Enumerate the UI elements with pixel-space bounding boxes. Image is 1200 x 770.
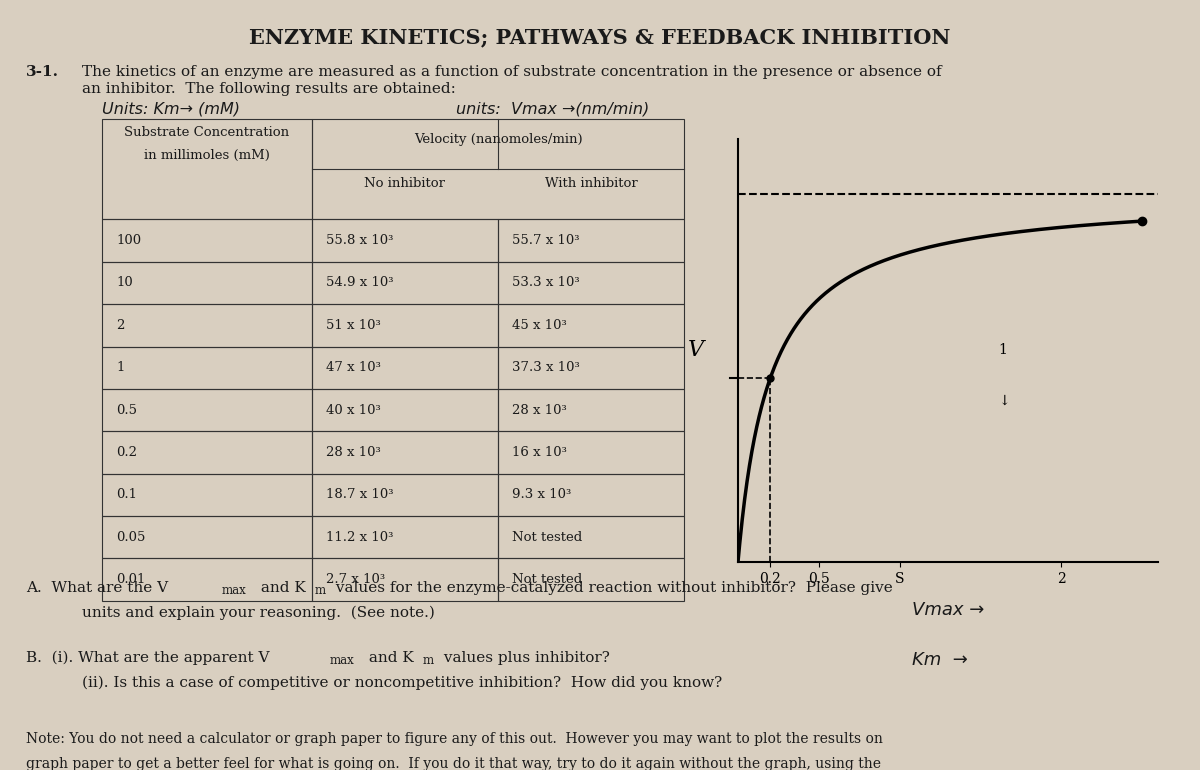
Text: values plus inhibitor?: values plus inhibitor?: [439, 651, 610, 665]
Bar: [312, 219, 498, 262]
Text: m: m: [314, 584, 325, 598]
Text: 47 x 10³: 47 x 10³: [326, 361, 382, 374]
Text: 0.1: 0.1: [116, 488, 138, 501]
Text: ↓: ↓: [998, 394, 1010, 408]
Text: 28 x 10³: 28 x 10³: [326, 446, 382, 459]
Bar: [498, 431, 684, 474]
Text: 45 x 10³: 45 x 10³: [512, 319, 568, 332]
Text: Substrate Concentration: Substrate Concentration: [125, 126, 289, 139]
Bar: [498, 304, 684, 346]
Text: units:  Vmax →(nm/min): units: Vmax →(nm/min): [456, 102, 649, 116]
Text: Not tested: Not tested: [512, 531, 583, 544]
Text: B.  (i). What are the apparent V: B. (i). What are the apparent V: [26, 651, 270, 665]
Text: No inhibitor: No inhibitor: [365, 177, 445, 190]
Text: A.  What are the V: A. What are the V: [26, 581, 168, 595]
Bar: [498, 346, 684, 389]
Bar: [312, 516, 498, 558]
Text: With inhibitor: With inhibitor: [545, 177, 637, 190]
Text: 0.2: 0.2: [116, 446, 138, 459]
Text: max: max: [222, 584, 247, 598]
Text: Not tested: Not tested: [512, 573, 583, 586]
Bar: [102, 262, 312, 304]
Text: 28 x 10³: 28 x 10³: [512, 403, 568, 417]
Text: 0.01: 0.01: [116, 573, 145, 586]
Text: and K: and K: [256, 581, 305, 595]
Text: The kinetics of an enzyme are measured as a function of substrate concentration : The kinetics of an enzyme are measured a…: [82, 65, 941, 79]
Text: ENZYME KINETICS; PATHWAYS & FEEDBACK INHIBITION: ENZYME KINETICS; PATHWAYS & FEEDBACK INH…: [250, 27, 950, 47]
Bar: [102, 219, 312, 262]
Text: 100: 100: [116, 234, 142, 247]
Text: Vmax →: Vmax →: [912, 601, 984, 618]
Text: (ii). Is this a case of competitive or noncompetitive inhibition?  How did you k: (ii). Is this a case of competitive or n…: [82, 676, 722, 691]
Bar: [102, 516, 312, 558]
Text: Km  →: Km →: [912, 651, 968, 668]
Text: Units: Km→ (mM): Units: Km→ (mM): [102, 102, 240, 116]
Text: an inhibitor.  The following results are obtained:: an inhibitor. The following results are …: [82, 82, 456, 96]
Text: 2.7 x 10³: 2.7 x 10³: [326, 573, 385, 586]
Text: Note: You do not need a calculator or graph paper to figure any of this out.  Ho: Note: You do not need a calculator or gr…: [26, 732, 883, 745]
Text: 10: 10: [116, 276, 133, 290]
Bar: [312, 119, 684, 219]
Text: 1: 1: [998, 343, 1007, 357]
Text: 0.05: 0.05: [116, 531, 145, 544]
Bar: [498, 389, 684, 431]
Text: 51 x 10³: 51 x 10³: [326, 319, 382, 332]
Bar: [312, 304, 498, 346]
Bar: [498, 262, 684, 304]
Bar: [102, 389, 312, 431]
Text: values for the enzyme-catalyzed reaction without inhibitor?  Please give: values for the enzyme-catalyzed reaction…: [331, 581, 893, 595]
Bar: [312, 262, 498, 304]
Text: 11.2 x 10³: 11.2 x 10³: [326, 531, 394, 544]
Text: Velocity (nanomoles/min): Velocity (nanomoles/min): [414, 133, 582, 146]
Bar: [498, 474, 684, 516]
Text: 37.3 x 10³: 37.3 x 10³: [512, 361, 580, 374]
Text: 3-1.: 3-1.: [26, 65, 60, 79]
Text: m: m: [422, 654, 433, 667]
Text: 2: 2: [116, 319, 125, 332]
Bar: [102, 474, 312, 516]
Bar: [312, 431, 498, 474]
Text: 55.8 x 10³: 55.8 x 10³: [326, 234, 394, 247]
Bar: [312, 558, 498, 601]
Text: 40 x 10³: 40 x 10³: [326, 403, 382, 417]
Text: V: V: [688, 340, 704, 361]
Bar: [102, 304, 312, 346]
Bar: [102, 119, 312, 219]
Text: units and explain your reasoning.  (See note.): units and explain your reasoning. (See n…: [82, 606, 434, 621]
Bar: [498, 516, 684, 558]
Text: 0.5: 0.5: [116, 403, 138, 417]
Text: 18.7 x 10³: 18.7 x 10³: [326, 488, 394, 501]
Bar: [102, 346, 312, 389]
Text: 9.3 x 10³: 9.3 x 10³: [512, 488, 571, 501]
Bar: [498, 558, 684, 601]
Text: 1: 1: [116, 361, 125, 374]
Text: 54.9 x 10³: 54.9 x 10³: [326, 276, 394, 290]
Text: 53.3 x 10³: 53.3 x 10³: [512, 276, 580, 290]
Bar: [312, 474, 498, 516]
Bar: [312, 346, 498, 389]
Bar: [312, 389, 498, 431]
Bar: [102, 431, 312, 474]
Text: and K: and K: [364, 651, 413, 665]
Text: 55.7 x 10³: 55.7 x 10³: [512, 234, 580, 247]
Bar: [498, 219, 684, 262]
Text: 16 x 10³: 16 x 10³: [512, 446, 568, 459]
Text: in millimoles (mM): in millimoles (mM): [144, 149, 270, 162]
Text: max: max: [330, 654, 355, 667]
Text: graph paper to get a better feel for what is going on.  If you do it that way, t: graph paper to get a better feel for wha…: [26, 757, 881, 770]
Bar: [102, 558, 312, 601]
